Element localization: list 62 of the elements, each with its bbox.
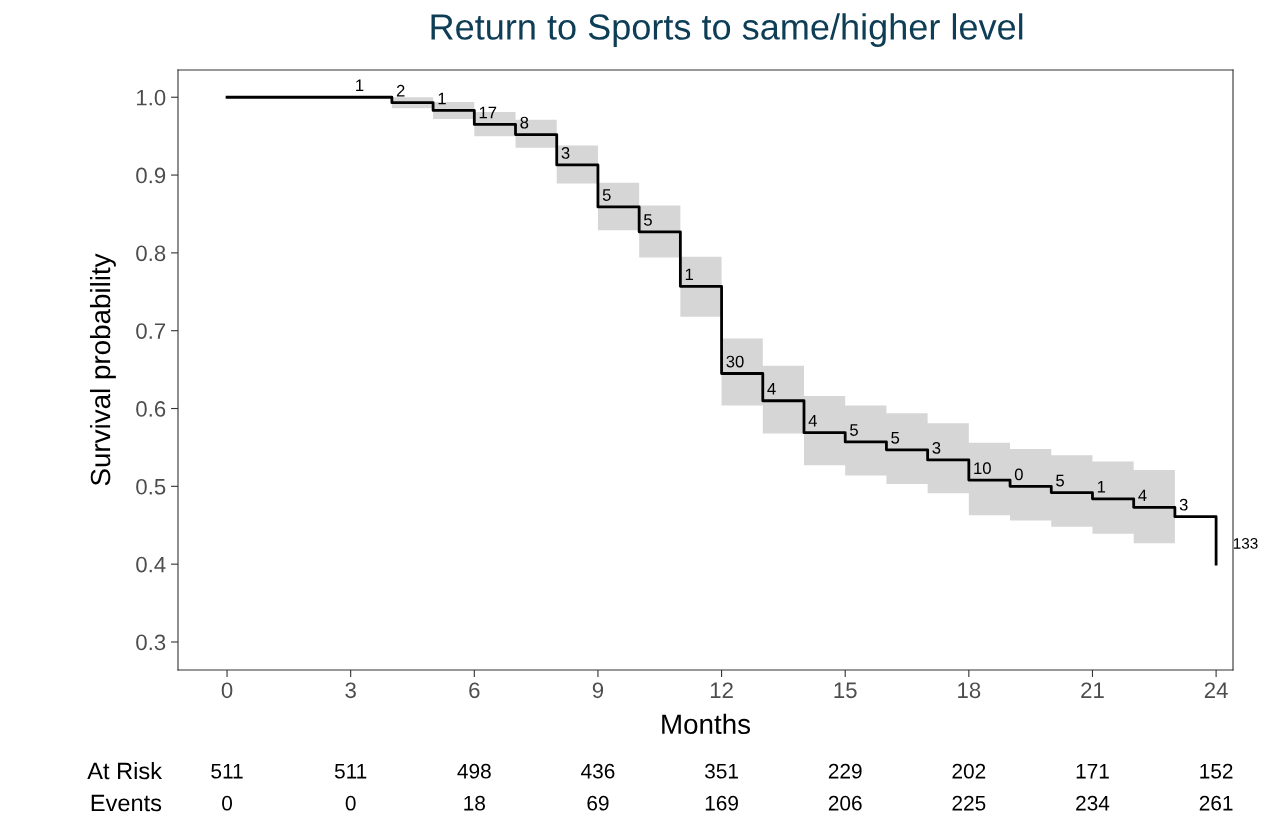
annotation: 5 bbox=[602, 189, 611, 201]
text: 351 bbox=[704, 763, 738, 779]
text: 202 bbox=[952, 763, 986, 779]
text: 436 bbox=[581, 763, 615, 779]
y-tick-label: 1.0 bbox=[137, 89, 166, 106]
annotation: 133 bbox=[1233, 538, 1258, 549]
annotation: 4 bbox=[808, 414, 817, 427]
x-tick-label: 18 bbox=[958, 682, 981, 699]
text: 261 bbox=[1199, 795, 1233, 811]
text: 234 bbox=[1076, 795, 1110, 811]
x-tick-label: 21 bbox=[1081, 682, 1104, 698]
x-tick-label: 24 bbox=[1204, 682, 1228, 698]
text: 225 bbox=[952, 795, 986, 811]
text: 18 bbox=[464, 795, 485, 811]
text: 169 bbox=[705, 795, 738, 811]
x-tick-label: 6 bbox=[469, 682, 480, 699]
x-tick-label: 9 bbox=[592, 682, 604, 699]
x-tick-label: 12 bbox=[710, 682, 733, 698]
annotation: 2 bbox=[396, 84, 405, 97]
annotation: 3 bbox=[932, 442, 941, 454]
annotation: 5 bbox=[1056, 474, 1064, 487]
annotation: 1 bbox=[685, 268, 693, 281]
x-axis-title: Months bbox=[662, 713, 751, 735]
y-tick-label: 0.8 bbox=[136, 245, 166, 262]
y-tick-label: 0.4 bbox=[136, 556, 166, 573]
annotation: 5 bbox=[850, 424, 858, 436]
text: Events bbox=[91, 794, 162, 812]
text: 511 bbox=[211, 764, 243, 779]
text: At Risk bbox=[87, 761, 163, 780]
text: 206 bbox=[828, 795, 862, 811]
annotation: 3 bbox=[1179, 498, 1188, 511]
text: 0 bbox=[345, 795, 356, 811]
text: 511 bbox=[334, 764, 367, 779]
annotation: 4 bbox=[767, 383, 776, 395]
y-tick-label: 0.9 bbox=[136, 167, 166, 184]
annotation: 0 bbox=[1014, 468, 1023, 481]
annotation: 8 bbox=[520, 116, 529, 129]
y-tick-label: 0.7 bbox=[136, 323, 166, 339]
annotation: 30 bbox=[726, 355, 744, 368]
text: 69 bbox=[587, 795, 609, 811]
annotation: 5 bbox=[643, 214, 652, 226]
text: 171 bbox=[1076, 764, 1109, 779]
annotation: 10 bbox=[974, 462, 991, 475]
annotation: 4 bbox=[1138, 489, 1147, 502]
x-tick-label: 3 bbox=[345, 682, 356, 699]
annotation: 3 bbox=[561, 147, 570, 159]
x-tick-label: 15 bbox=[834, 682, 857, 699]
annotation: 1 bbox=[356, 79, 364, 91]
annotation: 17 bbox=[479, 106, 497, 119]
y-tick-label: 0.6 bbox=[136, 401, 166, 417]
annotation: 1 bbox=[438, 92, 446, 105]
text: 152 bbox=[1200, 763, 1233, 779]
annotation: 5 bbox=[891, 432, 900, 444]
x-tick-label: 0 bbox=[221, 682, 233, 699]
y-tick-label: 0.5 bbox=[136, 478, 166, 495]
y-axis-title: Survival probability bbox=[89, 253, 116, 486]
text: 229 bbox=[828, 763, 862, 779]
text: 498 bbox=[457, 763, 491, 779]
annotation: 1 bbox=[1097, 481, 1106, 493]
y-tick-label: 0.3 bbox=[136, 634, 166, 651]
text: 0 bbox=[222, 795, 233, 811]
chart-title: Return to Sports to same/higher level bbox=[431, 13, 1023, 47]
